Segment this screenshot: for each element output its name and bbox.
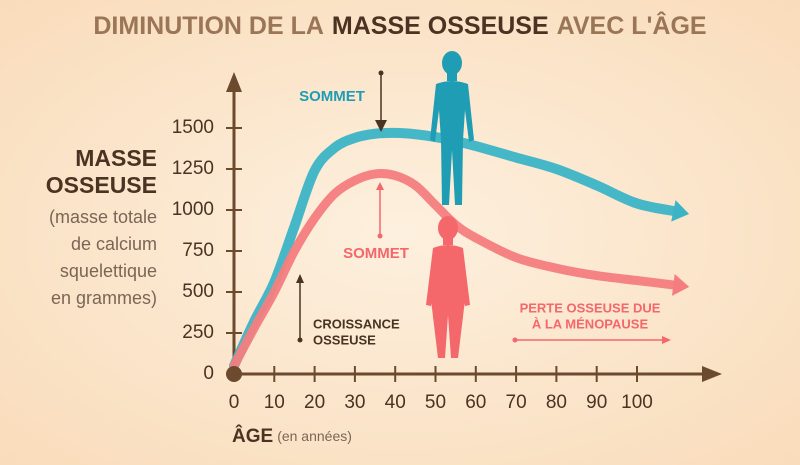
y-tick-label: 750 — [182, 240, 214, 261]
annotation: SOMMET — [343, 245, 409, 262]
y-tick-label: 500 — [182, 281, 214, 302]
x-tick-label: 60 — [465, 392, 486, 413]
x-tick-label: 20 — [304, 392, 325, 413]
annotation-arrowhead — [296, 274, 304, 283]
y-tick-label: 1500 — [172, 117, 214, 138]
male-figure — [430, 51, 474, 205]
x-tick-label: 70 — [506, 392, 527, 413]
annotation: SOMMET — [299, 88, 365, 105]
x-tick-label: 0 — [229, 392, 240, 413]
x-label: ÂGE (en années) — [232, 425, 352, 447]
x-tick-label: 90 — [586, 392, 607, 413]
female-figure — [426, 216, 470, 358]
series-line — [229, 169, 682, 371]
y-label: MASSE — [75, 145, 157, 171]
chart-title: DIMINUTION DE LA MASSE OSSEUSE AVEC L'ÂGE — [93, 10, 706, 40]
y-sublabel: en grammes) — [51, 288, 157, 308]
y-label: OSSEUSE — [46, 172, 157, 198]
y-tick-label: 1000 — [172, 199, 214, 220]
x-tick-label: 100 — [621, 392, 653, 413]
annotation: OSSEUSE — [313, 332, 376, 347]
y-sublabel: de calcium — [71, 234, 157, 254]
annotation-dot — [378, 70, 384, 76]
x-tick-label: 80 — [546, 392, 567, 413]
x-tick-label: 40 — [385, 392, 406, 413]
y-sublabel: (masse totale — [49, 207, 157, 227]
annotation-arrowhead — [376, 182, 384, 190]
series-line — [229, 127, 683, 371]
annotation: CROISSANCE — [313, 316, 400, 331]
y-tick-label: 250 — [182, 322, 214, 343]
annotation-dot — [377, 233, 383, 239]
origin-dot — [226, 366, 242, 382]
x-axis-arrow — [702, 366, 722, 382]
x-tick-label: 30 — [344, 392, 365, 413]
annotation-dot — [512, 337, 518, 343]
y-tick-label: 1250 — [172, 158, 214, 179]
y-axis-arrow — [226, 72, 242, 92]
series-arrowhead — [671, 274, 690, 296]
annotation-dot — [297, 337, 303, 343]
series-arrowhead — [671, 200, 690, 222]
annotation: À LA MÉNOPAUSE — [532, 316, 649, 331]
annotation: PERTE OSSEUSE DUE — [520, 300, 661, 315]
y-sublabel: squelettique — [60, 261, 157, 281]
x-tick-label: 10 — [264, 392, 285, 413]
annotation-arrowhead — [662, 336, 671, 344]
x-tick-label: 50 — [425, 392, 446, 413]
y-tick-label: 0 — [203, 363, 214, 384]
